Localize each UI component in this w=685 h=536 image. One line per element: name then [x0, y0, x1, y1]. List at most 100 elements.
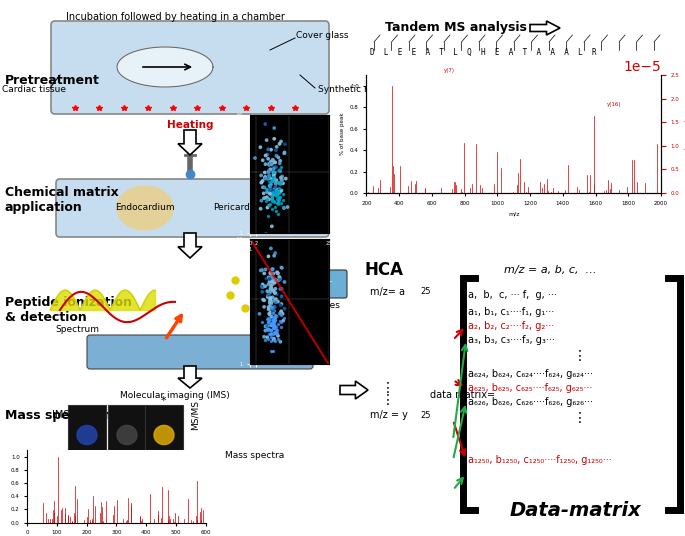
Point: [270, 190, 281, 198]
Point: [273, 187, 284, 195]
Polygon shape: [530, 21, 560, 35]
Point: [269, 278, 280, 287]
Polygon shape: [178, 366, 202, 388]
Point: [273, 269, 284, 278]
Point: [256, 178, 267, 187]
Point: [266, 192, 277, 200]
Text: Pericardium: Pericardium: [213, 204, 267, 212]
Point: [273, 153, 284, 162]
Point: [256, 266, 266, 275]
Point: [275, 309, 286, 318]
Point: [258, 243, 269, 252]
Point: [264, 161, 275, 169]
Point: [269, 296, 279, 304]
Point: [260, 230, 271, 239]
Point: [275, 188, 286, 196]
Point: [260, 197, 271, 206]
Point: [267, 330, 278, 338]
Point: [267, 189, 278, 197]
Point: [269, 303, 279, 311]
Point: [271, 177, 282, 185]
Point: [279, 140, 290, 148]
Point: [269, 336, 279, 344]
Text: Cardiac tissue: Cardiac tissue: [2, 86, 66, 94]
Polygon shape: [340, 381, 368, 399]
Point: [282, 203, 293, 211]
Point: [264, 195, 275, 204]
Point: [279, 314, 290, 322]
Point: [269, 303, 280, 311]
Point: [264, 181, 275, 190]
Point: [266, 297, 277, 306]
Point: [259, 296, 270, 304]
Point: [268, 173, 279, 182]
X-axis label: m/z: m/z: [508, 211, 519, 216]
Point: [273, 200, 284, 209]
Point: [275, 338, 286, 346]
Point: [262, 326, 273, 334]
Text: a₃, b₃, c₃····f₃, g₃···: a₃, b₃, c₃····f₃, g₃···: [468, 335, 555, 345]
FancyBboxPatch shape: [145, 405, 183, 465]
Point: [266, 176, 277, 185]
Point: [276, 176, 287, 184]
Point: [272, 198, 283, 206]
Point: [268, 347, 279, 355]
Point: [258, 156, 269, 165]
Point: [277, 172, 288, 181]
Text: Molecular imaging (IMS): Molecular imaging (IMS): [120, 391, 230, 399]
Point: [259, 332, 270, 341]
Point: [261, 136, 272, 144]
Point: [266, 320, 277, 329]
Point: [259, 336, 270, 345]
Point: [269, 324, 280, 332]
Point: [269, 173, 279, 181]
Point: [260, 193, 271, 202]
Point: [271, 323, 282, 331]
Text: Cover glass: Cover glass: [296, 32, 349, 41]
Point: [263, 212, 274, 220]
Point: [262, 335, 273, 344]
Point: [273, 188, 284, 197]
Point: [275, 157, 286, 165]
Point: [269, 190, 279, 199]
Point: [271, 191, 282, 200]
Point: [271, 180, 282, 189]
Point: [280, 174, 291, 183]
Point: [271, 163, 282, 172]
Point: [264, 174, 275, 182]
Point: [264, 288, 275, 297]
Point: [269, 185, 280, 194]
Point: [260, 322, 271, 331]
Text: a₆₂₅, b₆₂₅, c₆₂₅····f₆₂₅, g₆₂₅···: a₆₂₅, b₆₂₅, c₆₂₅····f₆₂₅, g₆₂₅···: [468, 383, 593, 393]
Point: [260, 282, 271, 291]
Point: [260, 174, 271, 183]
Text: Mass spectrum: Mass spectrum: [5, 408, 111, 421]
Point: [271, 268, 282, 277]
Point: [269, 316, 280, 324]
Point: [263, 168, 274, 176]
Text: ⋮: ⋮: [381, 381, 395, 395]
Point: [270, 158, 281, 167]
Point: [269, 164, 279, 173]
Point: [269, 337, 280, 345]
Point: [276, 186, 287, 195]
Text: Ionized peptides: Ionized peptides: [265, 301, 340, 309]
Point: [270, 329, 281, 338]
FancyBboxPatch shape: [51, 21, 329, 114]
Point: [264, 326, 275, 334]
Point: [264, 310, 275, 319]
Point: [266, 160, 277, 169]
Point: [273, 195, 284, 204]
Point: [275, 285, 286, 293]
Point: [259, 326, 270, 334]
Point: [265, 326, 276, 334]
Point: [275, 301, 286, 310]
Point: [271, 152, 282, 160]
Point: [267, 318, 278, 326]
Point: [268, 319, 279, 328]
Point: [275, 162, 286, 171]
Point: [268, 177, 279, 185]
Point: [262, 314, 273, 323]
Point: [257, 280, 268, 289]
Text: Data-matrix: Data-matrix: [509, 501, 641, 519]
